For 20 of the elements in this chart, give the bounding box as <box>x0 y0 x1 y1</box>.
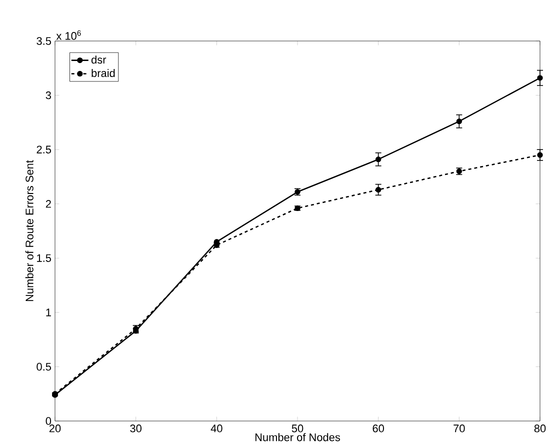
y-tick-label: 1 <box>46 308 51 316</box>
x-tick-label: 60 <box>372 424 384 432</box>
legend-label: dsr <box>91 56 106 64</box>
y-tick-label: 0 <box>46 417 52 425</box>
x-axis-title: Number of Nodes <box>255 433 340 442</box>
legend-label: braid <box>92 69 115 78</box>
y-tick-label: 2.5 <box>36 146 52 154</box>
x-tick-label: 40 <box>210 424 222 432</box>
x-tick-label: 20 <box>49 424 61 432</box>
x-tick-label: 30 <box>130 424 142 432</box>
y-tick-label: 2 <box>46 200 51 208</box>
y-tick-label: 3 <box>46 91 51 100</box>
x-tick-label: 70 <box>454 424 465 432</box>
x-tick-label: 50 <box>292 424 304 432</box>
y-tick-label: 0.5 <box>36 362 52 371</box>
y-tick-label: 1.5 <box>37 254 52 262</box>
y-tick-label: 3.5 <box>36 37 52 45</box>
x-tick-label: 80 <box>534 424 546 432</box>
y-axis-title: Number of Route Errors Sent <box>25 160 34 302</box>
text: x 10$^{6}$ <box>56 30 81 40</box>
